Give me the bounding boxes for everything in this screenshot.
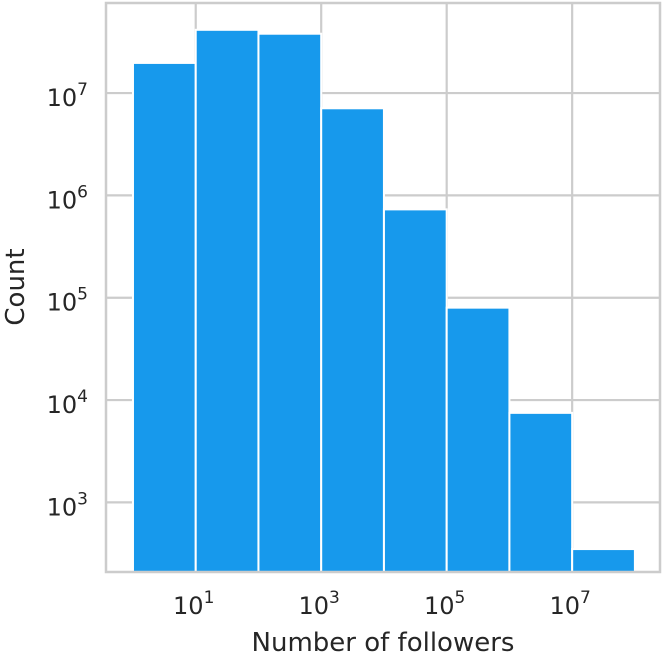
y-tick-label: 107	[47, 80, 88, 112]
plot-frame	[104, 1, 662, 574]
histogram-bar	[257, 32, 323, 574]
histogram-bar	[194, 28, 260, 573]
axes-spines	[104, 1, 662, 574]
histogram-bar	[445, 306, 511, 573]
x-tick-label: 105	[424, 588, 465, 620]
histogram-bar	[382, 208, 448, 573]
histogram-bar	[320, 107, 385, 573]
x-axis-ticks: 101 103 105 107	[173, 588, 591, 620]
y-axis-label: Count	[1, 248, 31, 325]
x-tick-label: 101	[173, 588, 214, 620]
y-tick-label: 106	[47, 182, 88, 214]
y-axis-ticks: 103 104 105 106 107	[47, 80, 88, 521]
y-tick-label: 104	[47, 387, 88, 419]
histogram-bar	[131, 61, 197, 574]
histogram-bar	[508, 411, 574, 573]
x-tick-label: 107	[549, 588, 590, 620]
x-tick-label: 103	[299, 588, 340, 620]
x-axis-label: Number of followers	[252, 628, 515, 657]
y-tick-label: 105	[47, 285, 88, 317]
y-tick-label: 103	[47, 489, 88, 521]
histogram-bars	[131, 28, 636, 574]
histogram-bar	[571, 548, 636, 573]
